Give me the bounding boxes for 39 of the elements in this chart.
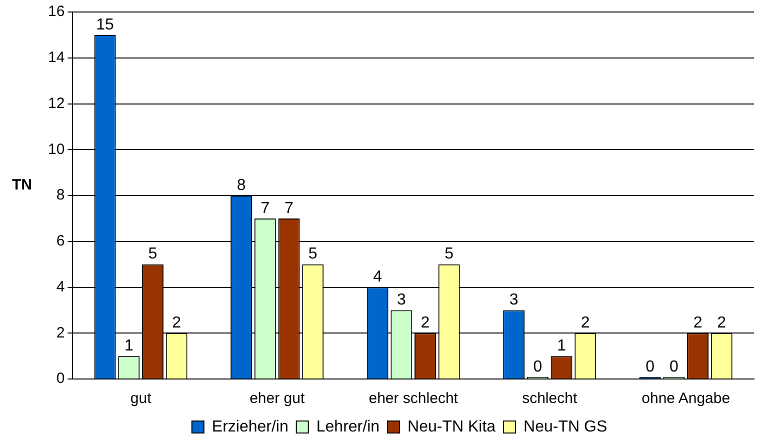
data-label: 0 — [669, 358, 678, 376]
data-label: 7 — [260, 200, 270, 217]
legend-label: Lehrer/in — [316, 418, 380, 436]
data-label: 7 — [284, 200, 294, 217]
y-tick-label: 8 — [56, 186, 65, 204]
data-label: 0 — [533, 358, 542, 376]
y-tick-label: 10 — [48, 140, 65, 158]
data-label: 15 — [96, 16, 114, 34]
data-label: 1 — [557, 337, 566, 354]
y-tick-label: 2 — [56, 324, 65, 342]
data-label: 1 — [124, 337, 134, 354]
x-tick-label: gut — [130, 390, 152, 408]
y-tick-label: 0 — [56, 370, 65, 388]
data-label: 5 — [444, 246, 454, 263]
x-tick-label: schlecht — [522, 390, 578, 408]
y-tick-label: 14 — [48, 49, 65, 66]
y-tick-label: 12 — [48, 94, 65, 112]
data-label: 0 — [646, 358, 655, 376]
y-tick-label: 4 — [56, 278, 65, 296]
y-axis-title: TN — [12, 176, 32, 194]
y-tick-label: 6 — [56, 232, 65, 250]
legend-label: Erzieher/in — [212, 418, 288, 436]
data-label: 4 — [373, 268, 382, 286]
y-tick-label: 16 — [48, 3, 65, 20]
data-label: 2 — [717, 314, 726, 332]
x-tick-label: eher gut — [250, 390, 306, 408]
data-label: 2 — [420, 314, 430, 332]
data-label: 2 — [693, 314, 702, 332]
data-label: 5 — [148, 246, 158, 263]
data-label: 3 — [509, 292, 518, 309]
x-tick-label: ohne Angabe — [642, 390, 730, 408]
data-label: 2 — [172, 314, 182, 332]
x-tick-label: eher schlecht — [368, 390, 459, 408]
legend-label: Neu-TN Kita — [408, 418, 496, 436]
data-label: 5 — [308, 246, 318, 263]
data-label: 3 — [396, 292, 406, 309]
legend-label: Neu-TN GS — [524, 418, 608, 436]
data-label: 2 — [580, 314, 590, 332]
data-label: 8 — [236, 176, 246, 194]
